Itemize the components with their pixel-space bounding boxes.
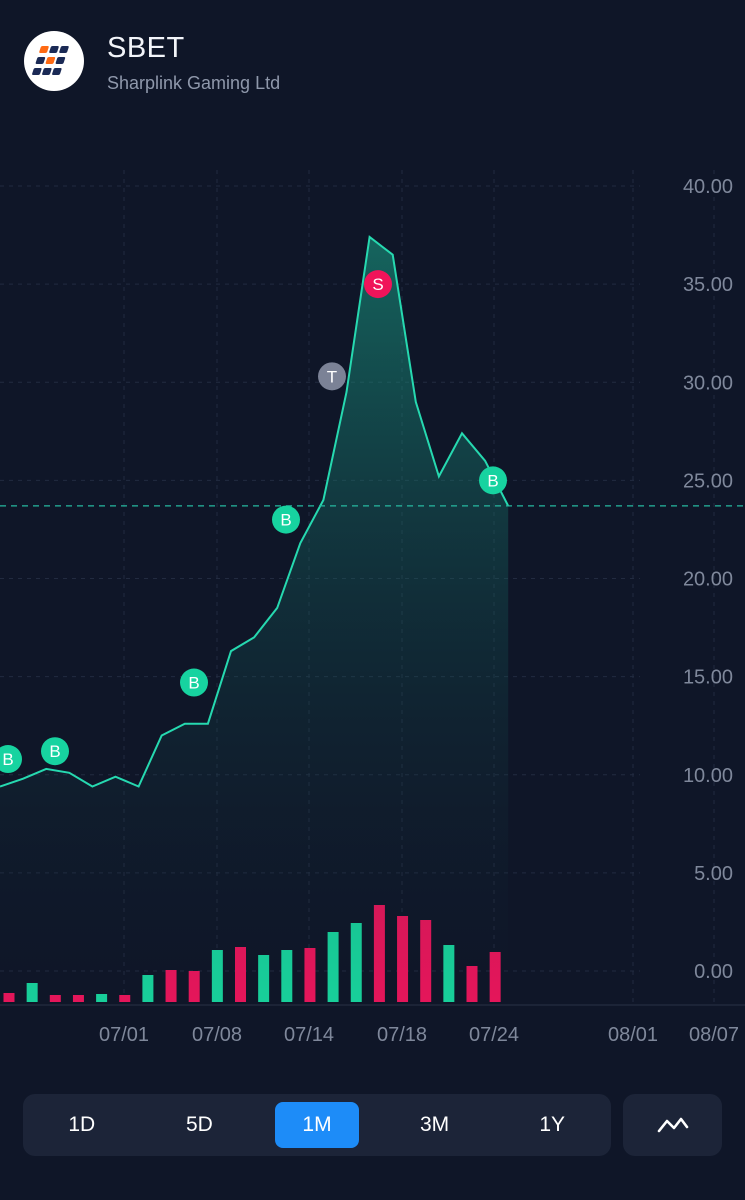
y-tick-label: 30.00 <box>683 372 733 394</box>
marker-label: S <box>372 275 383 294</box>
marker-label: B <box>2 750 13 769</box>
marker-circle <box>479 466 507 495</box>
chart-type-button[interactable] <box>623 1094 722 1156</box>
header: SBET Sharplink Gaming Ltd <box>0 0 745 120</box>
marker-circle <box>0 745 22 774</box>
trade-markers: B B B B T S B <box>0 270 507 774</box>
y-tick-label: 5.00 <box>694 863 733 885</box>
company-name: Sharplink Gaming Ltd <box>107 73 281 93</box>
y-tick-label: 10.00 <box>683 765 733 787</box>
y-tick-label: 20.00 <box>683 569 733 591</box>
trade-marker-buy: B <box>272 505 300 534</box>
y-tick-label: 35.00 <box>683 274 733 296</box>
trade-marker-trade: T <box>318 362 346 391</box>
marker-label: B <box>188 674 199 693</box>
y-axis: 40.00 35.00 30.00 25.00 20.00 15.00 10.00 5.00 0… <box>683 176 733 983</box>
range-3m-button[interactable]: 3M <box>419 1113 450 1136</box>
trade-marker-sell: S <box>364 270 392 299</box>
trade-marker-buy: B <box>0 745 22 774</box>
x-tick-label: 07/01 <box>99 1024 149 1046</box>
marker-circle <box>318 362 346 391</box>
x-tick-label: 07/24 <box>469 1024 519 1046</box>
marker-circle <box>180 668 208 697</box>
y-tick-label: 25.00 <box>683 470 733 492</box>
range-5d-button[interactable]: 5D <box>185 1113 213 1136</box>
x-tick-label: 08/01 <box>608 1024 658 1046</box>
marker-label: B <box>49 742 60 761</box>
range-selector: 1D 5D 1M 3M 1Y <box>23 1094 611 1156</box>
price-chart[interactable]: 40.00 35.00 30.00 25.00 20.00 15.00 10.00 5.00 0… <box>0 150 745 1050</box>
x-axis: 07/01 07/08 07/14 07/18 07/24 08/01 08/07 <box>99 1024 739 1046</box>
trade-marker-buy: B <box>180 668 208 697</box>
price-line <box>0 235 510 788</box>
range-1y-button[interactable]: 1Y <box>539 1113 566 1136</box>
ticker-symbol: SBET <box>107 32 185 64</box>
range-1d-button[interactable]: 1D <box>68 1113 96 1136</box>
y-tick-label: 40.00 <box>683 176 733 198</box>
range-1m-button[interactable]: 1M <box>275 1102 359 1148</box>
marker-circle <box>41 737 69 766</box>
x-tick-label: 08/07 <box>689 1024 739 1046</box>
price-area <box>0 237 509 1005</box>
marker-label: B <box>487 471 498 490</box>
y-tick-label: 0.00 <box>694 961 733 983</box>
y-tick-label: 15.00 <box>683 667 733 689</box>
trade-marker-buy: B <box>479 466 507 495</box>
marker-circle <box>272 505 300 534</box>
line-chart-icon <box>657 1117 688 1133</box>
company-logo <box>24 31 84 91</box>
x-tick-label: 07/08 <box>192 1024 242 1046</box>
marker-circle <box>364 270 392 299</box>
x-tick-label: 07/14 <box>284 1024 334 1046</box>
marker-label: B <box>280 511 291 530</box>
x-tick-label: 07/18 <box>377 1024 427 1046</box>
trade-marker-buy: B <box>41 737 69 766</box>
marker-label: T <box>327 367 337 386</box>
